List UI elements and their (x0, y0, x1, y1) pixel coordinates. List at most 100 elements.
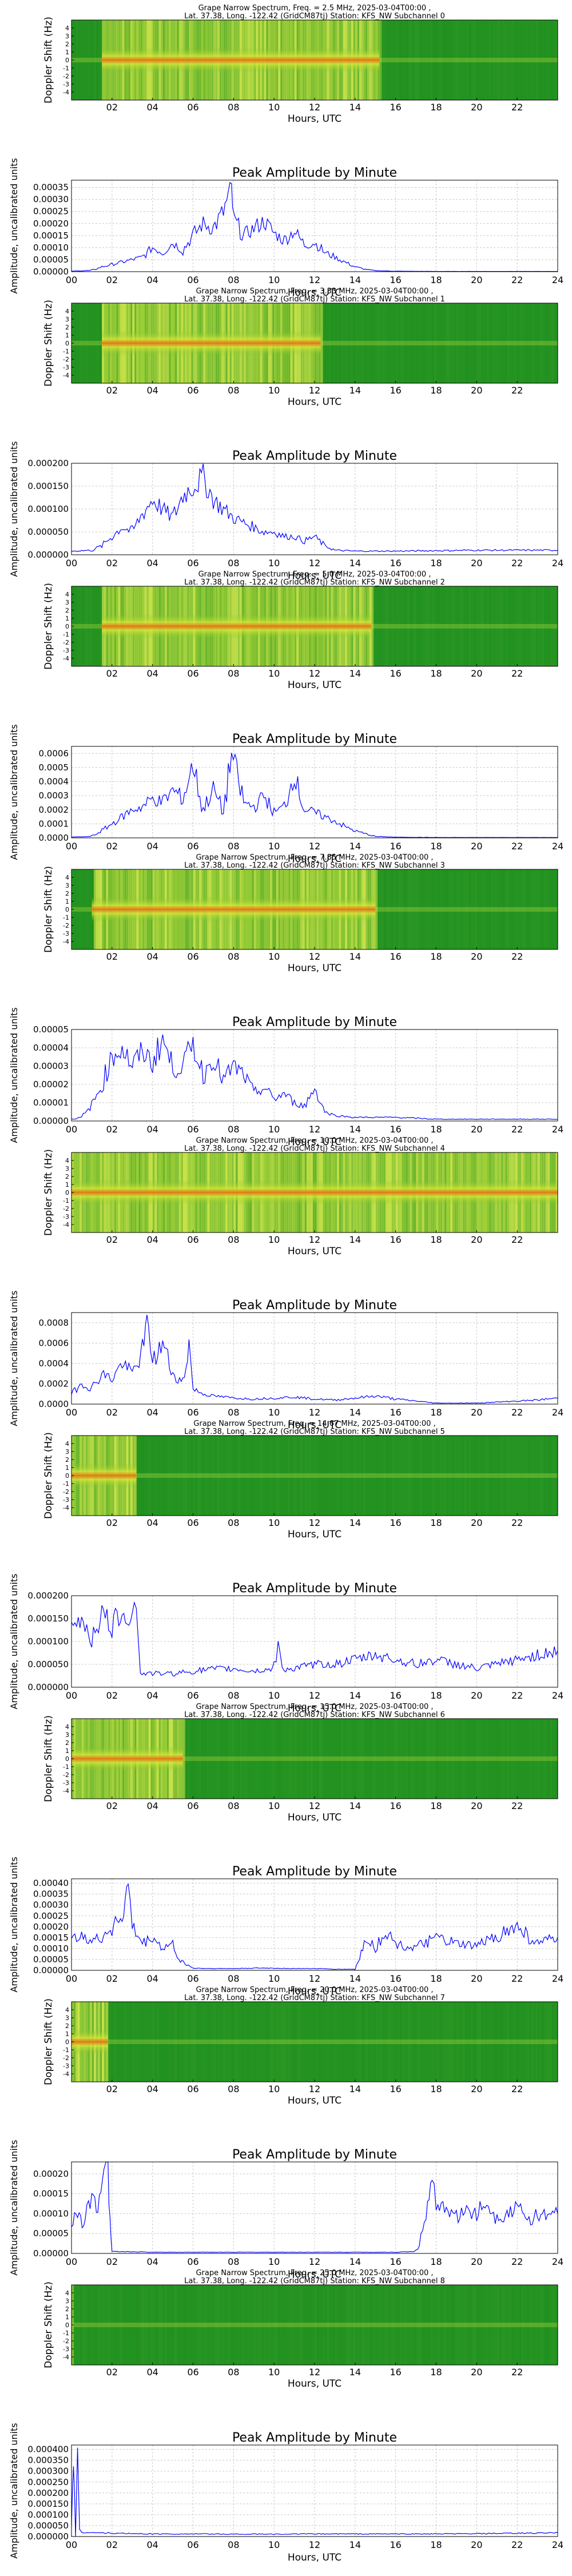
spectrogram-column (458, 2285, 461, 2365)
spectrogram-column (519, 1719, 522, 1799)
spectrogram-column (173, 2285, 176, 2365)
spectrogram-column (468, 586, 471, 666)
spectrogram-column (278, 2285, 281, 2365)
spectrogram-column (442, 869, 445, 949)
spectrogram-column (239, 1719, 243, 1799)
spectrogram-column (503, 1719, 506, 1799)
spectrogram-column (239, 2002, 243, 2082)
y-axis-label: Amplitude, uncalibrated units (9, 1290, 19, 1426)
x-tick-label: 20 (471, 668, 482, 679)
spectrogram-column (76, 869, 78, 949)
spectrogram-column (114, 2002, 117, 2082)
spectrogram-column (306, 1719, 309, 1799)
spectrogram-column (440, 1719, 443, 1799)
x-tick-label: 06 (187, 2084, 198, 2094)
spectrogram-column (284, 2285, 287, 2365)
x-tick-label: 20 (471, 1407, 482, 1418)
x-tick-label: 04 (146, 275, 158, 285)
x-tick-label: 16 (390, 1690, 401, 1701)
spectrogram-column (197, 1719, 200, 1799)
spectrogram-column (249, 1719, 252, 1799)
spectrogram-column (383, 2002, 386, 2082)
spectrogram-column (336, 1436, 340, 1516)
spectrogram-column (316, 2285, 319, 2365)
x-tick-label: 12 (309, 558, 320, 569)
spectrogram-column (553, 303, 557, 383)
spectrogram-column (385, 869, 388, 949)
spectrogram-column (487, 2285, 490, 2365)
spectrogram-column (470, 869, 473, 949)
spectrogram-column (503, 869, 506, 949)
spectrogram-column (177, 1436, 180, 1516)
spectrogram-column (76, 586, 78, 666)
spectrogram-column (517, 586, 520, 666)
spectrogram-column (527, 869, 530, 949)
spectrogram-column (390, 2285, 392, 2365)
spectrogram-column (547, 1719, 550, 1799)
spectrogram-column (323, 2285, 325, 2365)
spectrogram-column (496, 20, 499, 100)
spectrogram-column (300, 2285, 303, 2365)
spectrogram-column (505, 303, 508, 383)
x-tick-label: 22 (511, 1124, 523, 1135)
spectrogram-column (555, 1719, 558, 1799)
spectrogram-column (438, 2002, 441, 2082)
x-tick-label: 02 (106, 385, 118, 396)
spectrogram-column (379, 869, 382, 949)
spectrogram-column (306, 1436, 309, 1516)
spectrogram-column (132, 2002, 135, 2082)
spectrogram-column (539, 20, 542, 100)
spectrogram-column (383, 586, 386, 666)
x-tick-label: 04 (146, 841, 158, 852)
spectrogram-column (261, 2285, 265, 2365)
spectrogram-column (503, 303, 506, 383)
carrier-trace (72, 1473, 558, 1478)
spectrogram-column (288, 1719, 291, 1799)
spectrogram-column (480, 2285, 483, 2365)
spectrogram-column (294, 1719, 297, 1799)
plot-frame (71, 180, 558, 272)
x-tick-label: 20 (471, 558, 482, 569)
spectrogram-column (96, 586, 98, 666)
spectrogram-column (484, 303, 487, 383)
spectrogram-column (406, 869, 408, 949)
chart-title: Grape Narrow Spectrum, Freq. = 14.67 MHz… (193, 1420, 435, 1428)
spectrogram-column (203, 2002, 206, 2082)
spectrogram-column (315, 1719, 317, 1799)
spectrogram-column (84, 869, 86, 949)
spectrogram-column (420, 20, 423, 100)
spectrogram-column (553, 20, 557, 100)
spectrogram-column (365, 1719, 368, 1799)
spectrogram-column (488, 869, 491, 949)
spectrogram-column (270, 2002, 273, 2082)
spectrogram-column (432, 2285, 435, 2365)
spectrogram-column (173, 1436, 176, 1516)
y-tick-label: 0.00010 (33, 243, 69, 253)
spectrogram-column (324, 303, 327, 383)
spectrogram-column (484, 1719, 487, 1799)
y-tick-label: -4 (63, 1504, 69, 1512)
spectrogram-column (555, 1436, 558, 1516)
spectrogram-column (298, 2285, 301, 2365)
plot-frame (71, 1029, 558, 1122)
spectrogram-column (492, 1436, 495, 1516)
spectrogram-column (367, 1436, 370, 1516)
spectrogram-column (517, 20, 520, 100)
spectrogram-column (225, 1436, 228, 1516)
y-tick-label: -1 (63, 1197, 69, 1204)
y-tick-label: 0 (65, 1189, 69, 1196)
spectrogram-column (371, 2002, 374, 2082)
spectrogram-column (484, 2002, 487, 2082)
spectrogram-column (148, 1436, 151, 1516)
carrier-band (102, 614, 372, 639)
spectrogram-column (543, 2285, 546, 2365)
x-tick-label: 06 (187, 385, 198, 396)
spectrogram-panel: Grape Narrow Spectrum, Freq. = 2.5 MHz, … (43, 4, 558, 125)
spectrogram-column (446, 1719, 449, 1799)
spectrogram-column (122, 2002, 125, 2082)
spectrogram-column (98, 586, 101, 666)
spectrogram-column (120, 2285, 123, 2365)
spectrogram-column (154, 2285, 157, 2365)
spectrogram-column (410, 303, 412, 383)
spectrogram-column (138, 1436, 141, 1516)
